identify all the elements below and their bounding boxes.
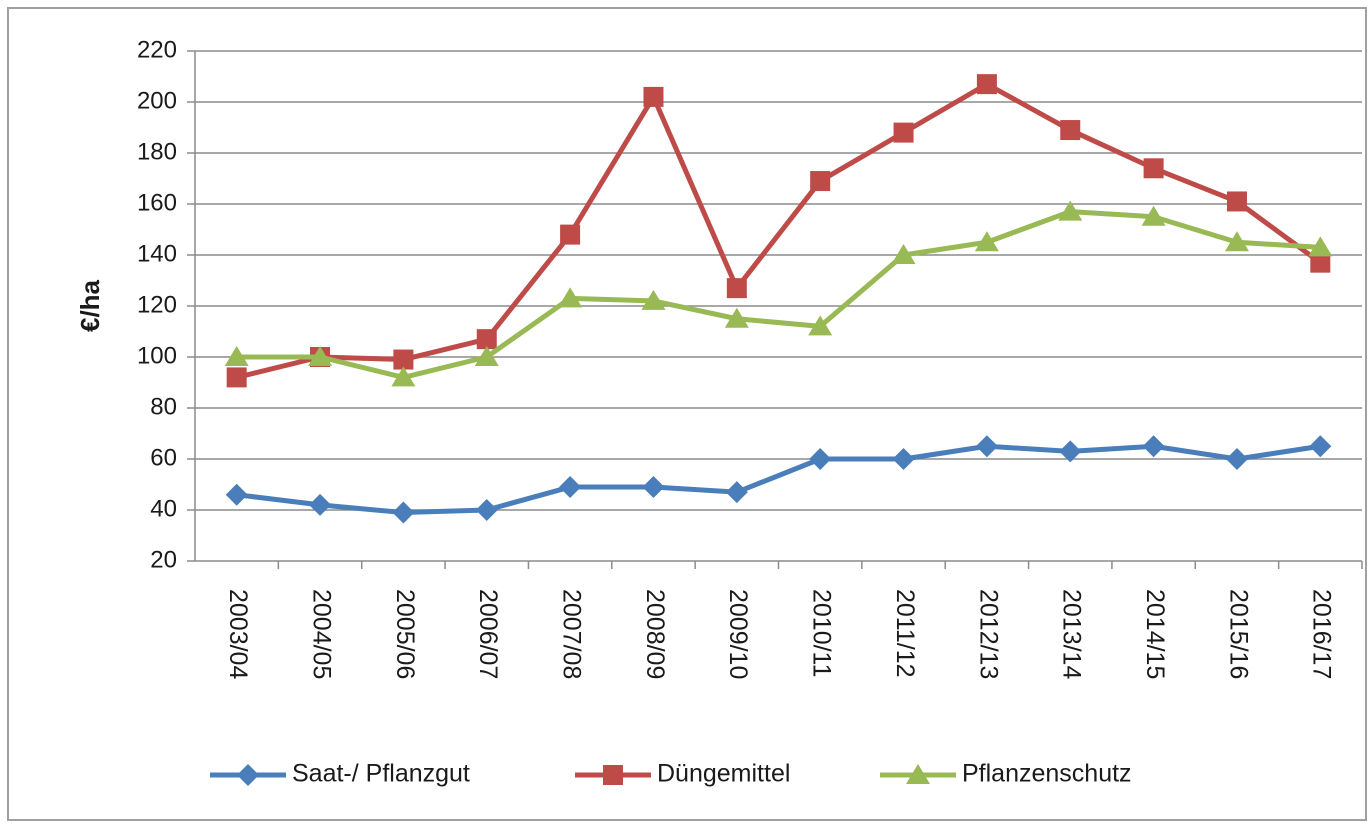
x-tick-label: 2014/15 [1141, 589, 1169, 679]
y-tick-label: 80 [150, 393, 177, 420]
marker [392, 501, 415, 524]
marker [559, 476, 582, 499]
marker [1308, 236, 1333, 257]
legend-marker [237, 764, 259, 786]
marker [1225, 448, 1248, 470]
legend-marker [603, 765, 623, 785]
marker [1141, 205, 1166, 226]
x-tick-label: 2008/09 [641, 589, 669, 679]
y-tick-label: 100 [137, 342, 177, 369]
y-tick-label: 200 [137, 87, 177, 114]
marker [809, 448, 832, 470]
x-tick-label: 2012/13 [974, 589, 1002, 679]
y-tick-label: 160 [137, 189, 177, 216]
x-tick-label: 2003/04 [224, 589, 252, 679]
marker [1309, 435, 1332, 458]
marker [1310, 252, 1331, 273]
marker [1058, 200, 1083, 221]
marker [1224, 231, 1249, 252]
x-tick-label: 2004/05 [307, 589, 335, 679]
y-axis-label: €/ha [75, 279, 105, 332]
x-tick-label: 2007/08 [557, 589, 585, 679]
marker [560, 224, 581, 245]
x-tick-label: 2006/07 [474, 589, 502, 679]
legend-marker [906, 764, 930, 784]
marker [725, 481, 748, 504]
marker [1142, 435, 1165, 458]
series-line [236, 209, 1321, 380]
marker [724, 307, 749, 328]
y-tick-label: 40 [150, 495, 177, 522]
marker [1060, 120, 1081, 141]
marker [974, 231, 999, 252]
marker [474, 346, 499, 366]
x-tick-label: 2015/16 [1224, 589, 1252, 679]
series-line [236, 81, 1322, 380]
y-tick-label: 220 [137, 36, 177, 63]
y-tick-label: 120 [137, 291, 177, 318]
x-tick-label: 2005/06 [391, 589, 419, 679]
marker [1143, 158, 1164, 179]
y-tick-label: 60 [150, 444, 177, 471]
legend-label: Pflanzenschutz [962, 760, 1132, 788]
y-tick-label: 140 [137, 240, 177, 267]
y-tick-label: 180 [137, 138, 177, 165]
legend-label: Düngemittel [657, 760, 790, 788]
marker [726, 278, 747, 299]
marker [558, 287, 583, 308]
marker [1059, 440, 1082, 463]
x-tick-label: 2011/12 [891, 589, 919, 678]
marker [1226, 191, 1247, 212]
marker [393, 349, 414, 370]
x-tick-label: 2013/14 [1058, 589, 1086, 679]
marker [976, 74, 997, 95]
marker [224, 346, 249, 366]
marker [891, 244, 916, 264]
marker [225, 483, 248, 506]
series-line [236, 443, 1321, 516]
legend-label: Saat-/ Pflanzgut [292, 760, 470, 788]
marker [476, 329, 497, 350]
x-tick-label: 2010/11 [808, 589, 836, 678]
marker [892, 448, 915, 470]
marker [893, 122, 914, 143]
marker [309, 493, 332, 516]
marker [643, 86, 664, 107]
marker [475, 499, 498, 521]
marker [308, 346, 333, 366]
x-tick-label: 2016/17 [1308, 589, 1336, 679]
marker [642, 476, 665, 499]
marker [808, 315, 833, 336]
marker [641, 289, 666, 310]
marker [975, 435, 998, 458]
chart-frame [7, 7, 1367, 821]
marker [391, 366, 416, 387]
y-tick-label: 20 [150, 546, 177, 573]
marker [810, 171, 831, 192]
marker [226, 367, 247, 388]
x-tick-label: 2009/10 [724, 589, 752, 679]
